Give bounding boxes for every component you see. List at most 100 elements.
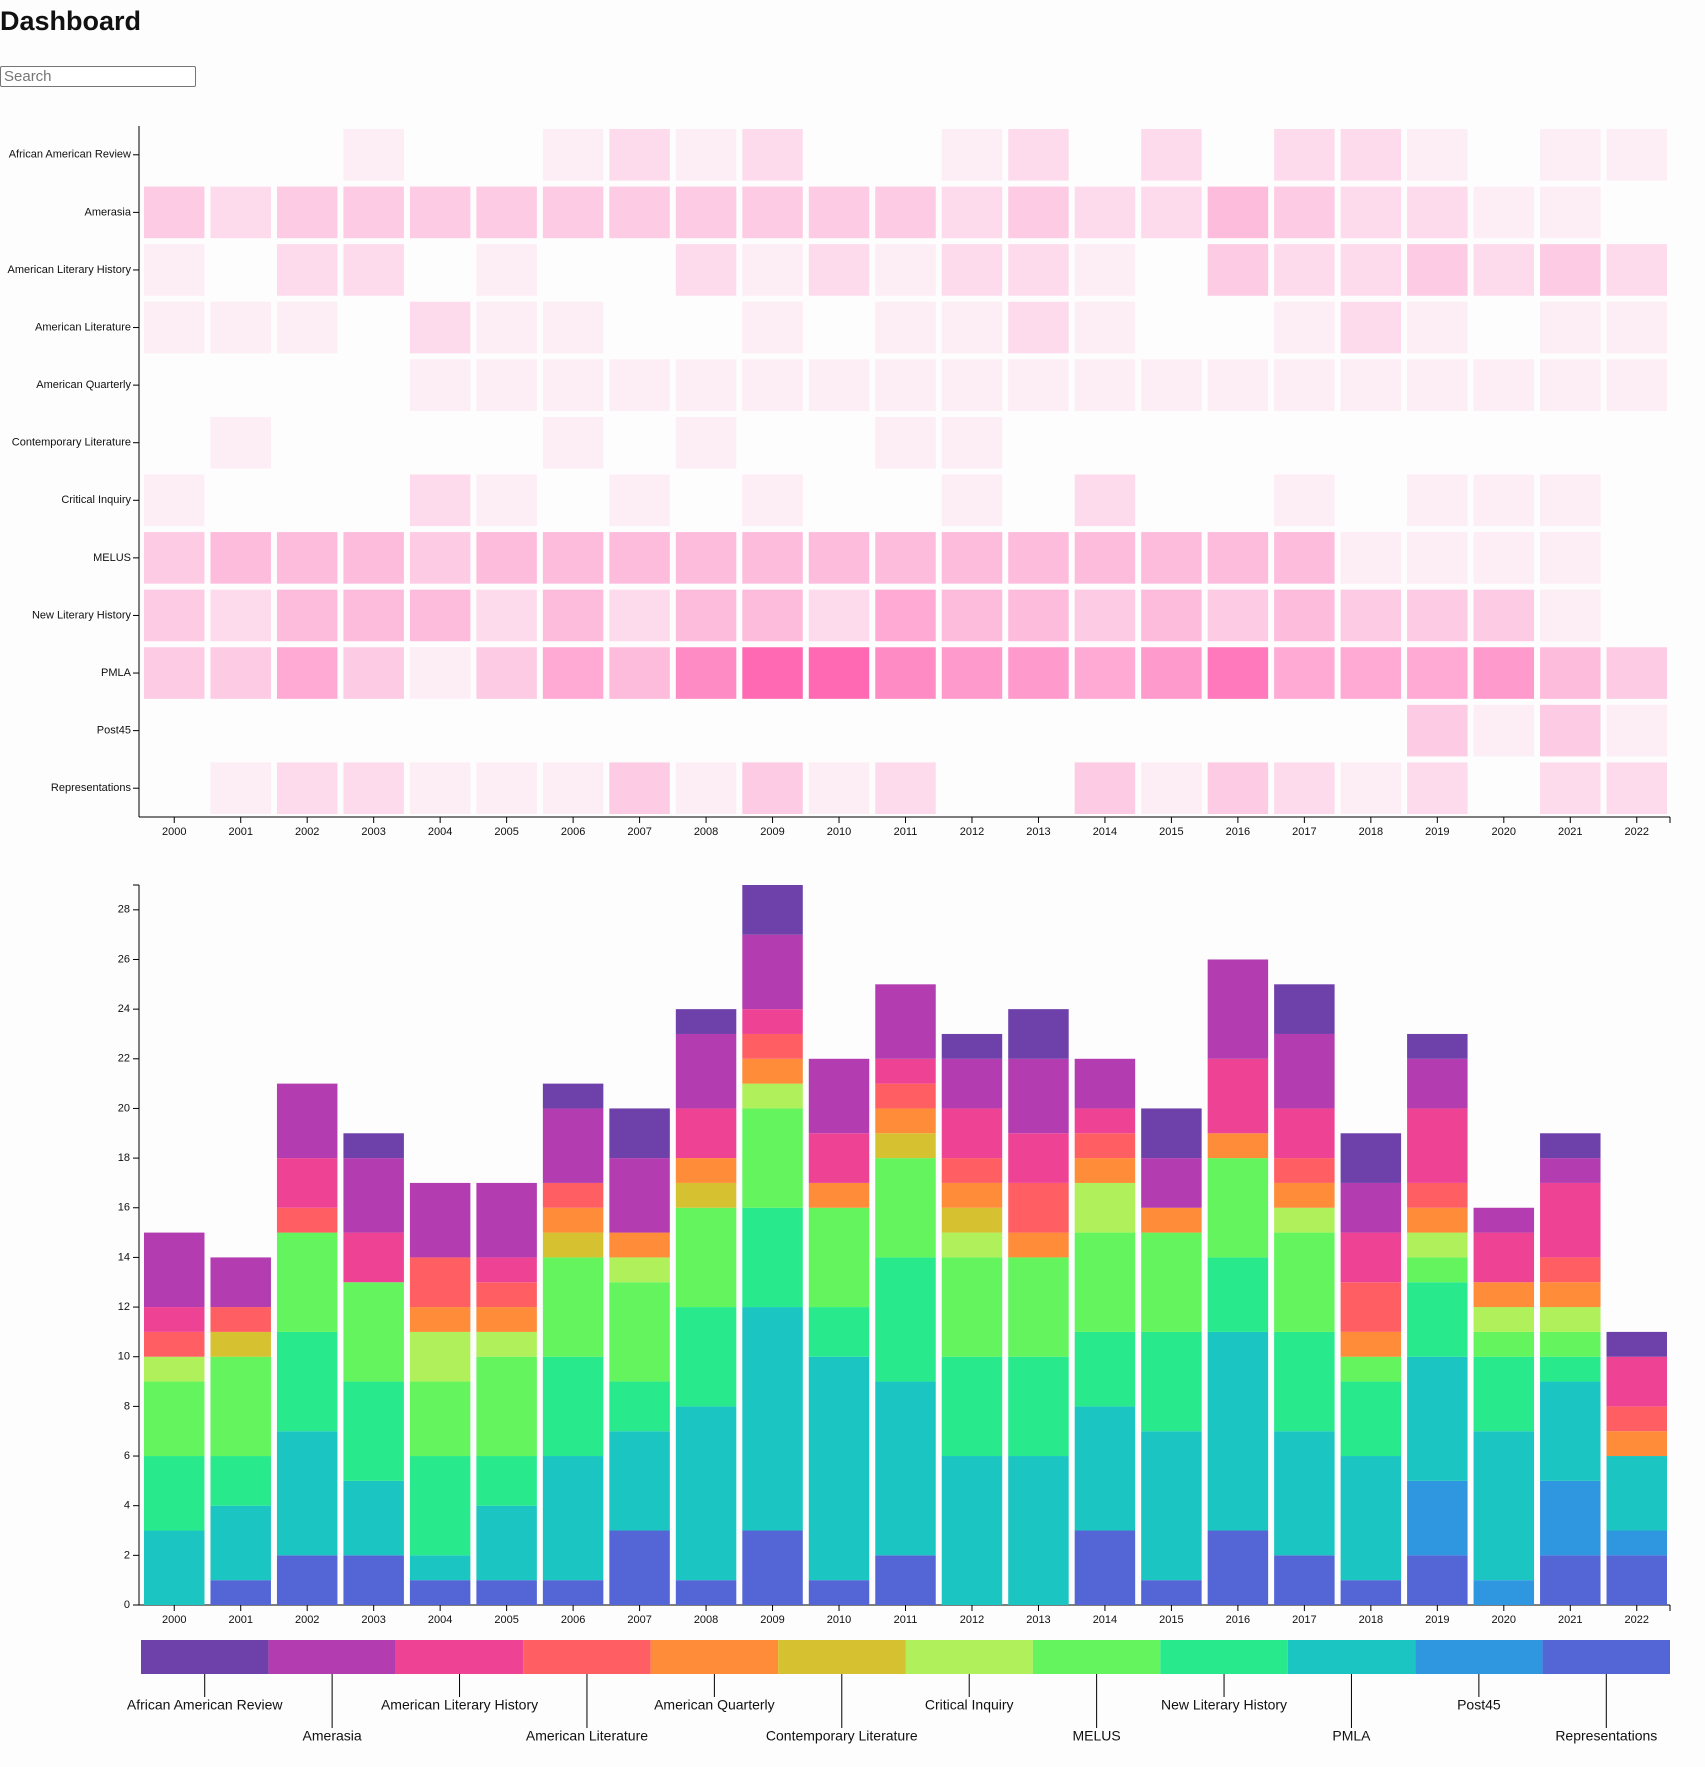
heat-cell xyxy=(276,301,338,354)
heat-cell xyxy=(410,417,470,469)
x-tick-label: 2007 xyxy=(627,826,651,838)
heat-cell xyxy=(1606,359,1667,411)
legend-label: Amerasia xyxy=(303,1728,362,1744)
heat-cell xyxy=(941,359,1003,411)
heat-cell xyxy=(742,301,803,354)
heat-cell xyxy=(1607,532,1667,584)
y-tick-label: 20 xyxy=(118,1102,130,1114)
heat-cell xyxy=(476,244,537,296)
heat-cell xyxy=(1207,762,1269,814)
heat-cell xyxy=(210,244,270,296)
heat-cell xyxy=(875,647,936,699)
y-tick-label: Contemporary Literature xyxy=(12,437,131,449)
heat-cell xyxy=(1274,705,1334,757)
heat-cell xyxy=(1274,244,1335,296)
heat-cell xyxy=(1274,532,1335,584)
heat-cell xyxy=(144,129,204,181)
bar-segment xyxy=(808,1356,870,1581)
heat-cell xyxy=(144,186,205,239)
bar-segment xyxy=(1141,1331,1202,1432)
heat-cell xyxy=(742,705,802,757)
heat-cell xyxy=(144,301,205,354)
heat-cell xyxy=(409,532,471,584)
bar-segment xyxy=(343,1555,404,1605)
x-tick-label: 2020 xyxy=(1492,826,1516,838)
y-tick-label: 6 xyxy=(124,1450,130,1462)
x-tick-label: 2007 xyxy=(627,1614,651,1626)
bar-segment xyxy=(1407,1033,1468,1059)
heat-cell xyxy=(542,762,604,814)
heat-cell xyxy=(1607,590,1667,642)
bar-segment xyxy=(875,1381,936,1556)
heat-cell xyxy=(1474,129,1534,181)
heat-cell xyxy=(409,301,471,354)
bar-segment xyxy=(1540,1356,1601,1382)
heat-cell xyxy=(1208,417,1268,469)
bar-segment xyxy=(875,984,936,1059)
heat-cell xyxy=(343,589,404,642)
heat-cell xyxy=(808,647,870,699)
bar-segment xyxy=(210,1257,271,1308)
bar-segment xyxy=(1540,1555,1601,1605)
heat-cell xyxy=(476,301,537,354)
bar-segment xyxy=(144,1307,205,1332)
bar-segment xyxy=(875,1158,936,1258)
heat-cell xyxy=(144,589,205,642)
heat-cell xyxy=(409,186,471,239)
bar-segment xyxy=(1207,1133,1269,1159)
bar-segment xyxy=(609,1232,670,1258)
heat-cell xyxy=(1407,647,1468,699)
heat-cell xyxy=(1008,475,1068,527)
heat-cell xyxy=(1407,532,1468,584)
bar-segment xyxy=(409,1257,471,1308)
bar-segment xyxy=(742,1108,803,1208)
heat-cell xyxy=(1208,705,1268,757)
bar-segment xyxy=(476,1257,537,1283)
heat-cell xyxy=(1407,244,1468,296)
heat-cell xyxy=(1274,417,1334,469)
x-tick-label: 2009 xyxy=(760,1614,784,1626)
heat-cell xyxy=(675,762,737,814)
bar-segment xyxy=(1207,1257,1269,1332)
bar-segment xyxy=(1008,1257,1069,1357)
search-input[interactable] xyxy=(0,66,196,87)
heat-cell xyxy=(343,417,403,469)
heat-cell xyxy=(941,416,1003,469)
heat-cell xyxy=(144,244,205,296)
x-tick-label: 2015 xyxy=(1159,1614,1183,1626)
heat-cell xyxy=(1407,704,1468,757)
dashboard-title: Dashboard xyxy=(0,6,142,36)
bar-segment xyxy=(1340,1232,1402,1283)
heat-cell xyxy=(343,359,403,411)
heat-cell xyxy=(409,589,471,642)
x-tick-label: 2011 xyxy=(894,826,918,838)
bar-segment xyxy=(1473,1282,1535,1308)
x-tick-label: 2012 xyxy=(960,826,984,838)
heat-cell xyxy=(809,129,869,181)
bar-segment xyxy=(1074,1108,1136,1134)
bar-segment xyxy=(1141,1580,1202,1605)
bar-segment xyxy=(808,1058,870,1134)
bar-segment xyxy=(875,1257,936,1382)
bar-segment xyxy=(609,1282,670,1382)
bar-segment xyxy=(1074,1530,1136,1605)
heat-cell xyxy=(942,762,1002,814)
bar-segment xyxy=(1473,1431,1535,1581)
heat-cell xyxy=(809,302,869,354)
legend-swatch xyxy=(778,1640,906,1674)
heat-cell xyxy=(675,359,737,411)
y-tick-label: African American Review xyxy=(9,149,131,161)
heat-cell xyxy=(1540,589,1601,642)
bar-segment xyxy=(742,885,803,935)
heat-cell xyxy=(277,417,337,469)
bar-segment xyxy=(276,1331,338,1432)
heat-cell xyxy=(875,762,936,814)
bar-segment xyxy=(210,1456,271,1506)
heat-cell xyxy=(875,705,935,757)
heat-cell xyxy=(409,359,471,411)
bar-segment xyxy=(941,1356,1003,1457)
x-tick-label: 2001 xyxy=(228,1614,252,1626)
heat-cell xyxy=(1008,417,1068,469)
heat-cell xyxy=(1607,475,1667,527)
